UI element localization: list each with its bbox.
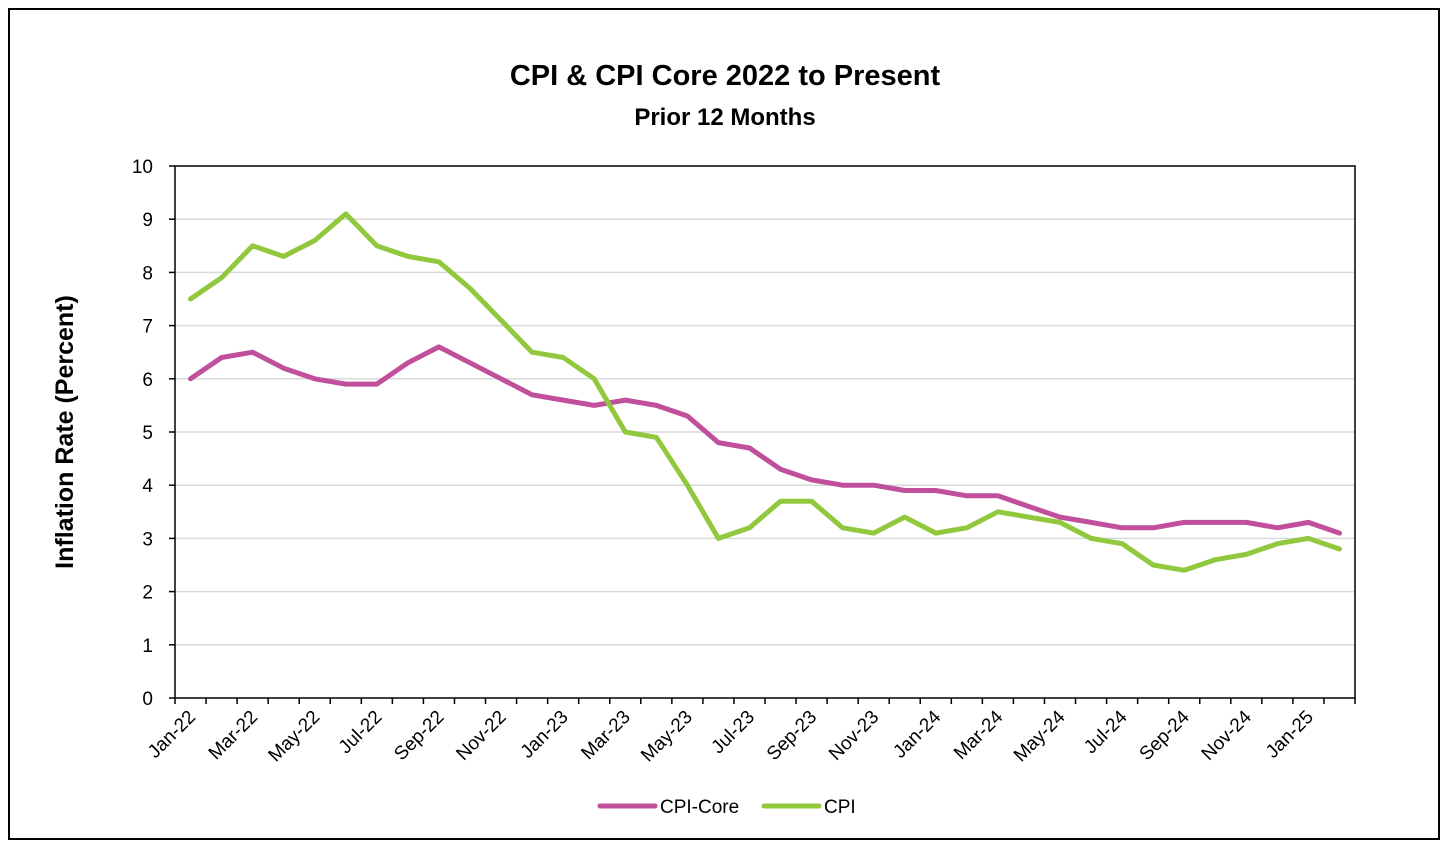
legend-label: CPI-Core: [660, 797, 739, 818]
chart-frame: [8, 8, 1440, 840]
x-tick-label: Sep-22: [390, 707, 448, 765]
x-tick-label: Jan-25: [1262, 707, 1318, 763]
x-tick-label: May-22: [265, 707, 325, 767]
x-tick-label: Jul-24: [1080, 706, 1132, 758]
chart-title: CPI & CPI Core 2022 to Present: [509, 60, 941, 92]
y-tick-label: 4: [142, 476, 153, 497]
y-axis-label: Inflation Rate (Percent): [51, 295, 79, 569]
series-line-cpi-core: [188, 344, 1342, 536]
x-tick-label: Sep-23: [763, 707, 821, 765]
x-tick-label: Jul-22: [335, 707, 386, 758]
x-tick-label: Mar-22: [205, 707, 262, 764]
x-tick-label: Nov-23: [825, 707, 883, 765]
y-tick-label: 0: [142, 689, 153, 710]
gridlines: [175, 218, 1355, 646]
y-tick-label: 5: [142, 423, 153, 444]
y-tick-label: 9: [142, 210, 153, 231]
x-tick-label: May-24: [1010, 706, 1070, 766]
x-tick-label: Jul-23: [708, 707, 759, 758]
x-tick-label: Jan-23: [517, 707, 573, 763]
x-tick-label: Sep-24: [1136, 706, 1194, 764]
x-axis-ticks: Jan-22 Mar-22 May-22 Jul-22 Sep-22 Nov-22 Jan-…: [144, 698, 1356, 767]
x-tick-label: May-23: [637, 707, 697, 767]
x-tick-label: Mar-23: [577, 707, 634, 764]
x-tick-label: Nov-22: [452, 707, 510, 765]
x-tick-label: Nov-24: [1198, 706, 1256, 764]
y-tick-label: 6: [142, 370, 153, 391]
chart-subtitle: Prior 12 Months: [634, 104, 816, 131]
y-tick-label: 2: [142, 583, 153, 604]
y-tick-label: 3: [142, 529, 153, 550]
y-tick-label: 7: [142, 317, 153, 338]
legend-label: CPI: [824, 797, 856, 818]
y-tick-label: 10: [132, 157, 153, 178]
x-tick-label: Mar-24: [950, 706, 1008, 764]
x-tick-label: Jan-22: [144, 707, 200, 763]
series-line-cpi: [188, 211, 1342, 573]
series-lines: [188, 211, 1342, 573]
y-tick-label: 8: [142, 263, 153, 284]
legend: CPI-Core CPI: [597, 797, 856, 818]
x-tick-label: Jan-24: [889, 706, 945, 762]
y-tick-label: 1: [142, 636, 153, 657]
y-axis-ticks: 0 1 2 3 4 5 6 7 8 9 10: [132, 157, 175, 710]
